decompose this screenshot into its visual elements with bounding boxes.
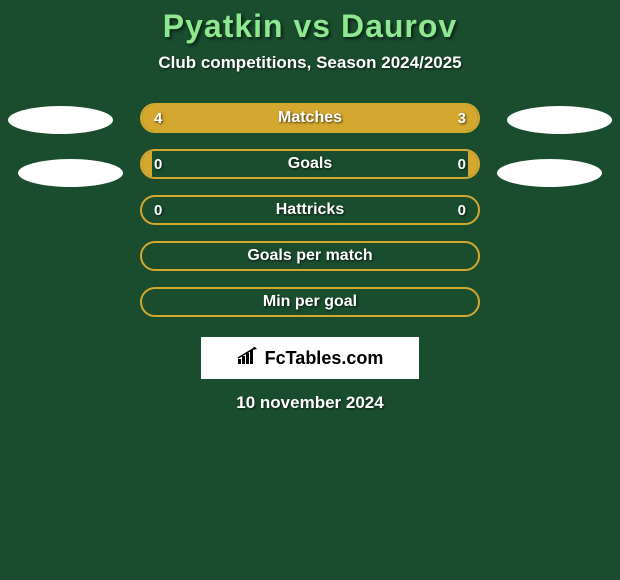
page-title: Pyatkin vs Daurov <box>0 8 620 45</box>
chart-icon <box>237 347 259 370</box>
stat-label: Goals <box>288 155 332 173</box>
stat-label: Hattricks <box>276 201 344 219</box>
branding-text: FcTables.com <box>265 348 384 369</box>
stat-value-left: 4 <box>154 110 162 127</box>
stat-value-left: 0 <box>154 202 162 219</box>
stat-value-right: 3 <box>458 110 466 127</box>
main-container: Pyatkin vs Daurov Club competitions, Sea… <box>0 0 620 413</box>
player-left-ellipse-2 <box>18 159 123 187</box>
stat-label: Min per goal <box>263 293 357 311</box>
stat-row: Goals per match <box>140 241 480 271</box>
stat-value-left: 0 <box>154 156 162 173</box>
stat-row: 0 Goals 0 <box>140 149 480 179</box>
stat-value-right: 0 <box>458 202 466 219</box>
player-right-ellipse-2 <box>497 159 602 187</box>
footer-date: 10 november 2024 <box>0 393 620 413</box>
stat-fill-left <box>142 151 152 177</box>
page-subtitle: Club competitions, Season 2024/2025 <box>0 53 620 73</box>
stat-row: 4 Matches 3 <box>140 103 480 133</box>
stat-row: Min per goal <box>140 287 480 317</box>
player-right-ellipse-1 <box>507 106 612 134</box>
stats-area: 4 Matches 3 0 Goals 0 0 Hattricks 0 Goals per mat… <box>0 103 620 317</box>
stat-fill-right <box>468 151 478 177</box>
stat-value-right: 0 <box>458 156 466 173</box>
player-left-ellipse-1 <box>8 106 113 134</box>
branding-badge[interactable]: FcTables.com <box>201 337 419 379</box>
stat-row: 0 Hattricks 0 <box>140 195 480 225</box>
stat-label: Goals per match <box>247 247 372 265</box>
stat-label: Matches <box>278 109 342 127</box>
